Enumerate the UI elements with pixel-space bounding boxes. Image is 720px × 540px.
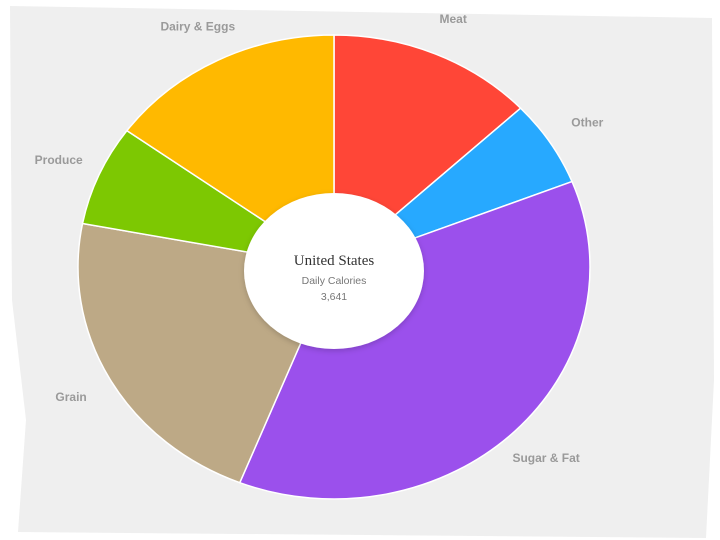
center-value: 3,641 [321,291,347,303]
center-title: United States [294,253,375,269]
center-circle [244,193,424,349]
slice-sugar-and-fat[interactable] [238,180,591,500]
label-meat: Meat [439,12,466,26]
labels-group: Meat Other Sugar & Fat Grain Produce Dairy & … [35,12,604,465]
center-subtitle: Daily Calories [302,275,367,287]
label-dairy-and-eggs: Dairy & Eggs [160,19,235,33]
center-hole: United States Daily Calories 3,641 [244,193,424,349]
label-grain: Grain [55,390,86,404]
slices-group [77,34,591,500]
label-other: Other [571,115,603,129]
label-produce: Produce [35,153,83,167]
label-sugar-and-fat: Sugar & Fat [512,451,579,465]
